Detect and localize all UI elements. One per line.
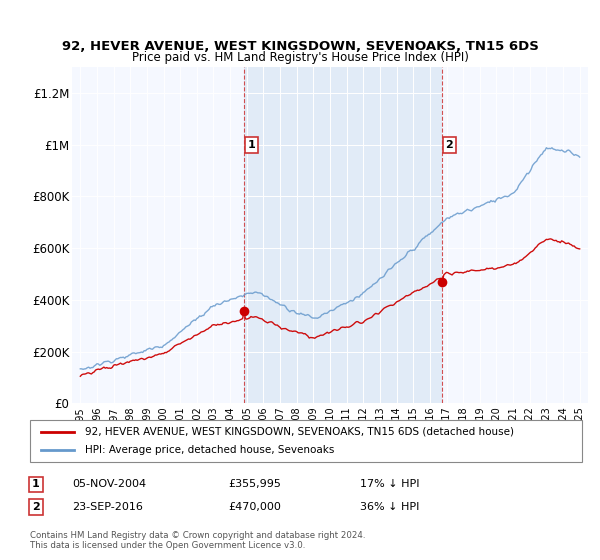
Text: 92, HEVER AVENUE, WEST KINGSDOWN, SEVENOAKS, TN15 6DS: 92, HEVER AVENUE, WEST KINGSDOWN, SEVENO… [62, 40, 538, 53]
Text: 36% ↓ HPI: 36% ↓ HPI [360, 502, 419, 512]
Text: £470,000: £470,000 [228, 502, 281, 512]
Text: £355,995: £355,995 [228, 479, 281, 489]
Text: 05-NOV-2004: 05-NOV-2004 [72, 479, 146, 489]
Text: 2: 2 [32, 502, 40, 512]
FancyBboxPatch shape [30, 420, 582, 462]
Text: Price paid vs. HM Land Registry's House Price Index (HPI): Price paid vs. HM Land Registry's House … [131, 52, 469, 64]
Bar [244, 67, 442, 403]
Text: Contains HM Land Registry data © Crown copyright and database right 2024.
This d: Contains HM Land Registry data © Crown c… [30, 530, 365, 550]
Text: 2: 2 [445, 140, 453, 150]
Text: 1: 1 [32, 479, 40, 489]
Text: 23-SEP-2016: 23-SEP-2016 [72, 502, 143, 512]
Text: 17% ↓ HPI: 17% ↓ HPI [360, 479, 419, 489]
Text: 92, HEVER AVENUE, WEST KINGSDOWN, SEVENOAKS, TN15 6DS (detached house): 92, HEVER AVENUE, WEST KINGSDOWN, SEVENO… [85, 427, 514, 437]
Text: HPI: Average price, detached house, Sevenoaks: HPI: Average price, detached house, Seve… [85, 445, 335, 455]
Text: 1: 1 [248, 140, 256, 150]
